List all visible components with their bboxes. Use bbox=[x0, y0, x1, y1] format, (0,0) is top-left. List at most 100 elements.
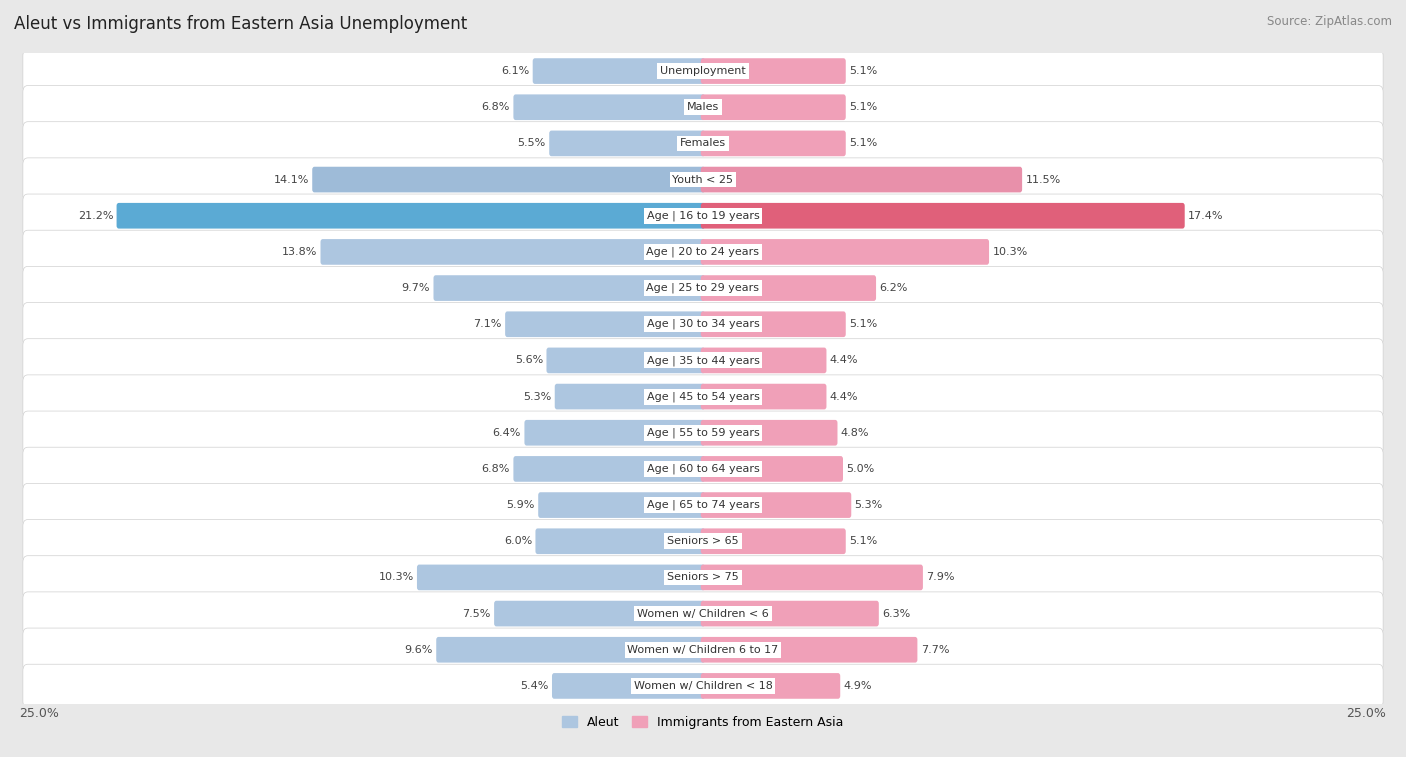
FancyBboxPatch shape bbox=[700, 239, 988, 265]
FancyBboxPatch shape bbox=[533, 58, 706, 84]
Text: 9.6%: 9.6% bbox=[405, 645, 433, 655]
FancyBboxPatch shape bbox=[22, 122, 1384, 165]
FancyBboxPatch shape bbox=[22, 49, 1384, 93]
Text: 21.2%: 21.2% bbox=[77, 210, 114, 221]
Text: 14.1%: 14.1% bbox=[274, 175, 309, 185]
Text: 17.4%: 17.4% bbox=[1188, 210, 1223, 221]
Text: 5.3%: 5.3% bbox=[523, 391, 551, 401]
FancyBboxPatch shape bbox=[22, 484, 1384, 527]
Text: 13.8%: 13.8% bbox=[281, 247, 318, 257]
Text: Women w/ Children < 18: Women w/ Children < 18 bbox=[634, 681, 772, 691]
Text: 5.6%: 5.6% bbox=[515, 356, 543, 366]
FancyBboxPatch shape bbox=[117, 203, 706, 229]
Text: 7.9%: 7.9% bbox=[927, 572, 955, 582]
FancyBboxPatch shape bbox=[555, 384, 706, 410]
FancyBboxPatch shape bbox=[700, 347, 827, 373]
Text: 6.8%: 6.8% bbox=[482, 102, 510, 112]
FancyBboxPatch shape bbox=[538, 492, 706, 518]
Text: 5.0%: 5.0% bbox=[846, 464, 875, 474]
Text: Age | 45 to 54 years: Age | 45 to 54 years bbox=[647, 391, 759, 402]
FancyBboxPatch shape bbox=[700, 58, 846, 84]
Text: 5.3%: 5.3% bbox=[855, 500, 883, 510]
Text: 10.3%: 10.3% bbox=[378, 572, 413, 582]
FancyBboxPatch shape bbox=[550, 130, 706, 156]
Text: Seniors > 65: Seniors > 65 bbox=[668, 536, 738, 547]
Text: 9.7%: 9.7% bbox=[402, 283, 430, 293]
Text: Source: ZipAtlas.com: Source: ZipAtlas.com bbox=[1267, 15, 1392, 28]
Text: 6.1%: 6.1% bbox=[501, 66, 530, 76]
Legend: Aleut, Immigrants from Eastern Asia: Aleut, Immigrants from Eastern Asia bbox=[557, 711, 849, 734]
FancyBboxPatch shape bbox=[700, 492, 851, 518]
Text: Women w/ Children < 6: Women w/ Children < 6 bbox=[637, 609, 769, 618]
Text: 5.1%: 5.1% bbox=[849, 319, 877, 329]
FancyBboxPatch shape bbox=[22, 230, 1384, 273]
Text: 4.4%: 4.4% bbox=[830, 391, 858, 401]
FancyBboxPatch shape bbox=[418, 565, 706, 590]
Text: 5.1%: 5.1% bbox=[849, 139, 877, 148]
FancyBboxPatch shape bbox=[536, 528, 706, 554]
Text: 6.2%: 6.2% bbox=[879, 283, 908, 293]
Text: 5.1%: 5.1% bbox=[849, 102, 877, 112]
FancyBboxPatch shape bbox=[700, 456, 844, 481]
FancyBboxPatch shape bbox=[553, 673, 706, 699]
Text: Seniors > 75: Seniors > 75 bbox=[666, 572, 740, 582]
FancyBboxPatch shape bbox=[700, 95, 846, 120]
FancyBboxPatch shape bbox=[513, 456, 706, 481]
Text: Age | 60 to 64 years: Age | 60 to 64 years bbox=[647, 464, 759, 474]
FancyBboxPatch shape bbox=[700, 203, 1185, 229]
FancyBboxPatch shape bbox=[22, 628, 1384, 671]
FancyBboxPatch shape bbox=[700, 276, 876, 301]
FancyBboxPatch shape bbox=[700, 673, 841, 699]
Text: 5.4%: 5.4% bbox=[520, 681, 548, 691]
Text: 7.5%: 7.5% bbox=[463, 609, 491, 618]
FancyBboxPatch shape bbox=[524, 420, 706, 446]
Text: Age | 30 to 34 years: Age | 30 to 34 years bbox=[647, 319, 759, 329]
FancyBboxPatch shape bbox=[700, 167, 1022, 192]
FancyBboxPatch shape bbox=[505, 311, 706, 337]
FancyBboxPatch shape bbox=[700, 311, 846, 337]
Text: 6.8%: 6.8% bbox=[482, 464, 510, 474]
Text: Males: Males bbox=[688, 102, 718, 112]
FancyBboxPatch shape bbox=[700, 420, 838, 446]
FancyBboxPatch shape bbox=[547, 347, 706, 373]
FancyBboxPatch shape bbox=[436, 637, 706, 662]
Text: 11.5%: 11.5% bbox=[1025, 175, 1060, 185]
FancyBboxPatch shape bbox=[700, 637, 917, 662]
Text: Age | 20 to 24 years: Age | 20 to 24 years bbox=[647, 247, 759, 257]
Text: 25.0%: 25.0% bbox=[20, 706, 59, 720]
Text: Women w/ Children 6 to 17: Women w/ Children 6 to 17 bbox=[627, 645, 779, 655]
FancyBboxPatch shape bbox=[22, 338, 1384, 382]
FancyBboxPatch shape bbox=[700, 565, 922, 590]
FancyBboxPatch shape bbox=[22, 86, 1384, 129]
Text: 25.0%: 25.0% bbox=[1347, 706, 1386, 720]
Text: 7.7%: 7.7% bbox=[921, 645, 949, 655]
FancyBboxPatch shape bbox=[22, 194, 1384, 238]
FancyBboxPatch shape bbox=[22, 519, 1384, 563]
FancyBboxPatch shape bbox=[494, 601, 706, 627]
Text: 5.5%: 5.5% bbox=[517, 139, 546, 148]
Text: 5.1%: 5.1% bbox=[849, 66, 877, 76]
FancyBboxPatch shape bbox=[22, 556, 1384, 599]
FancyBboxPatch shape bbox=[700, 601, 879, 627]
Text: 4.4%: 4.4% bbox=[830, 356, 858, 366]
Text: Youth < 25: Youth < 25 bbox=[672, 175, 734, 185]
FancyBboxPatch shape bbox=[513, 95, 706, 120]
Text: Age | 35 to 44 years: Age | 35 to 44 years bbox=[647, 355, 759, 366]
FancyBboxPatch shape bbox=[22, 375, 1384, 419]
FancyBboxPatch shape bbox=[22, 411, 1384, 454]
Text: Age | 55 to 59 years: Age | 55 to 59 years bbox=[647, 428, 759, 438]
FancyBboxPatch shape bbox=[22, 158, 1384, 201]
FancyBboxPatch shape bbox=[22, 266, 1384, 310]
Text: Females: Females bbox=[681, 139, 725, 148]
FancyBboxPatch shape bbox=[22, 303, 1384, 346]
FancyBboxPatch shape bbox=[700, 130, 846, 156]
Text: Aleut vs Immigrants from Eastern Asia Unemployment: Aleut vs Immigrants from Eastern Asia Un… bbox=[14, 15, 467, 33]
Text: Age | 16 to 19 years: Age | 16 to 19 years bbox=[647, 210, 759, 221]
Text: 5.1%: 5.1% bbox=[849, 536, 877, 547]
Text: 6.4%: 6.4% bbox=[492, 428, 522, 438]
FancyBboxPatch shape bbox=[22, 592, 1384, 635]
FancyBboxPatch shape bbox=[312, 167, 706, 192]
FancyBboxPatch shape bbox=[700, 528, 846, 554]
FancyBboxPatch shape bbox=[321, 239, 706, 265]
Text: Age | 25 to 29 years: Age | 25 to 29 years bbox=[647, 283, 759, 293]
